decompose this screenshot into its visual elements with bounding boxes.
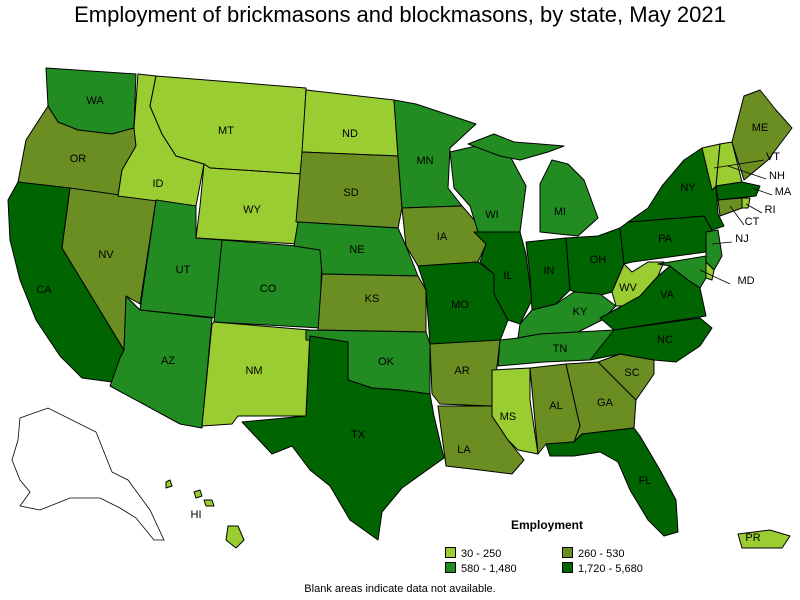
state-shape-ak (11, 407, 165, 541)
legend-label-3: 580 - 1,480 (461, 563, 517, 575)
state-shape-il (473, 231, 533, 325)
state-label-sc: SC (624, 367, 639, 379)
state-shape-nd (301, 89, 399, 157)
state-label-sd: SD (343, 187, 358, 199)
legend-swatch-2 (562, 547, 573, 558)
state-shape-ri (741, 197, 751, 209)
leader-line-ri (745, 203, 763, 214)
state-shape-mn (393, 99, 477, 209)
state-label-nm: NM (245, 365, 262, 377)
leader-line-ma (751, 187, 773, 196)
leader-line-nj (711, 241, 733, 245)
state-shape-ma (715, 181, 761, 201)
leader-line-vt (713, 159, 765, 169)
state-label-nh: NH (769, 170, 785, 182)
legend-label-1: 30 - 250 (461, 548, 502, 560)
state-label-ga: GA (597, 397, 614, 409)
state-label-mt: MT (218, 125, 234, 137)
state-label-ks: KS (365, 293, 380, 305)
state-label-ca: CA (36, 284, 52, 296)
legend-swatch-4 (562, 562, 573, 573)
state-label-ky: KY (573, 306, 588, 318)
state-label-nd: ND (342, 128, 358, 140)
state-shape-me (731, 89, 793, 181)
state-label-id: ID (153, 178, 164, 190)
legend-item-4: 1,720 - 5,680 (562, 562, 643, 575)
state-shape-ct (717, 197, 743, 217)
state-label-tx: TX (351, 429, 366, 441)
state-label-ma: MA (775, 186, 792, 198)
state-label-pr: PR (745, 532, 760, 544)
state-label-wi: WI (485, 209, 498, 221)
legend-swatch-1 (445, 547, 456, 558)
state-label-al: AL (549, 400, 562, 412)
state-label-vt: VT (766, 151, 780, 163)
state-shape-sc (597, 353, 655, 401)
state-label-nc: NC (657, 334, 673, 346)
state-label-wa: WA (86, 95, 104, 107)
state-label-wv: WV (619, 282, 637, 294)
state-label-ct: CT (745, 216, 760, 228)
state-label-tn: TN (553, 343, 568, 355)
state-label-va: VA (660, 289, 675, 301)
state-label-md: MD (737, 275, 754, 287)
state-label-nj: NJ (735, 233, 748, 245)
state-label-ne: NE (349, 244, 364, 256)
state-label-mi: MI (554, 206, 566, 218)
state-label-ms: MS (500, 411, 517, 423)
legend-item-2: 260 - 530 (562, 547, 624, 560)
state-shape-mi (467, 133, 599, 237)
state-shape-fl (545, 427, 679, 537)
state-shape-sd (295, 151, 403, 229)
state-label-ia: IA (437, 231, 448, 243)
state-shape-pr (737, 529, 791, 549)
state-label-wy: WY (243, 204, 261, 216)
state-label-nv: NV (98, 249, 114, 261)
state-label-la: LA (457, 444, 471, 456)
legend-item-1: 30 - 250 (445, 547, 501, 560)
legend-title: Employment (511, 518, 584, 532)
state-label-ok: OK (378, 356, 395, 368)
state-label-il: IL (503, 270, 512, 282)
legend-label-4: 1,720 - 5,680 (578, 563, 643, 575)
state-label-mo: MO (451, 299, 469, 311)
state-label-ny: NY (680, 182, 696, 194)
legend-label-2: 260 - 530 (578, 548, 625, 560)
legend-item-3: 580 - 1,480 (445, 562, 517, 575)
state-label-az: AZ (161, 355, 175, 367)
leader-line-ct (729, 205, 745, 226)
state-shape-nc (589, 317, 713, 363)
page-title: Employment of brickmasons and blockmason… (74, 2, 726, 27)
state-label-co: CO (260, 283, 277, 295)
state-shape-ia (401, 205, 489, 267)
state-label-pa: PA (658, 233, 673, 245)
state-shape-ks (317, 273, 427, 333)
state-label-ri: RI (765, 204, 776, 216)
leader-line-nh (727, 165, 767, 180)
state-label-ut: UT (176, 264, 191, 276)
state-label-or: OR (70, 153, 87, 165)
legend-swatch-3 (445, 562, 456, 573)
state-label-in: IN (544, 265, 555, 277)
state-label-hi: HI (191, 509, 202, 521)
state-label-mn: MN (416, 155, 433, 167)
state-shape-md (657, 255, 707, 289)
state-label-oh: OH (590, 254, 607, 266)
state-label-ar: AR (454, 365, 469, 377)
state-shape-wv (611, 261, 665, 307)
state-shape-tx (241, 335, 445, 541)
state-shape-hi (165, 479, 245, 549)
footnote: Blank areas indicate data not available. (304, 583, 496, 595)
leader-line-md (699, 269, 731, 285)
state-label-fl: FL (639, 475, 652, 487)
state-label-me: ME (752, 122, 769, 134)
